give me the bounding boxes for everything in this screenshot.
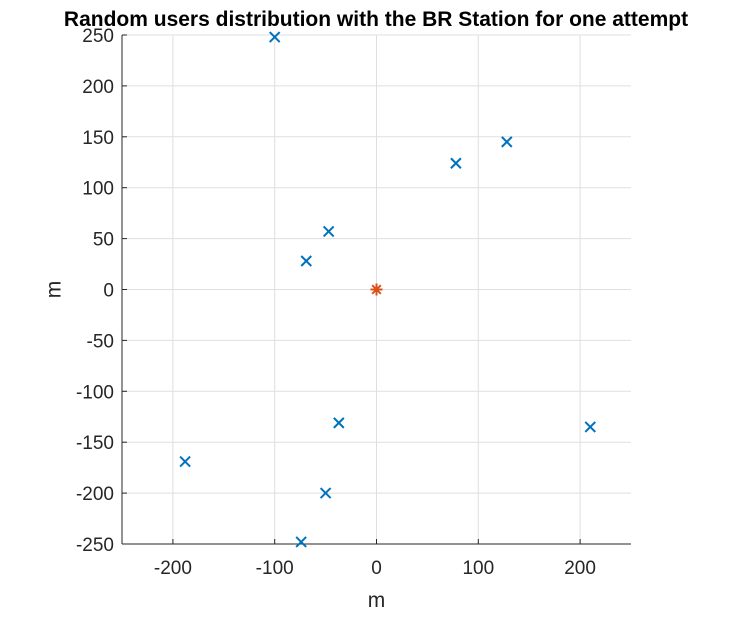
y-tick-label: 150 — [82, 128, 114, 149]
marker-stroke — [333, 417, 345, 429]
x-tick-label: -200 — [154, 558, 192, 579]
y-tick-label: -150 — [76, 433, 114, 454]
y-tick-label: -50 — [87, 331, 114, 352]
x-tick-label: 200 — [564, 558, 596, 579]
tick-labels: -200 -100 0 100 200 250 200 150 100 50 0 -50 -100 -15… — [76, 26, 596, 579]
marker-stroke — [300, 255, 312, 267]
y-tick-label: -250 — [76, 535, 114, 556]
user-point-marker — [319, 487, 332, 499]
y-tick-label: -100 — [76, 382, 114, 403]
station-point-marker — [370, 283, 383, 296]
y-tick-label: 0 — [103, 281, 114, 302]
user-point-marker — [333, 417, 345, 429]
marker-stroke — [501, 136, 513, 148]
data-markers — [179, 31, 596, 548]
x-tick-label: -100 — [256, 558, 294, 579]
y-tick-label: 200 — [82, 77, 114, 98]
marker-stroke — [450, 157, 462, 169]
marker-stroke — [268, 31, 281, 43]
marker-stroke — [179, 455, 191, 468]
user-point-marker — [584, 421, 596, 433]
y-tick-label: -200 — [76, 484, 114, 505]
user-point-marker — [179, 455, 191, 468]
y-tick-label: 100 — [82, 179, 114, 200]
marker-stroke — [584, 421, 596, 433]
user-point-marker — [501, 136, 513, 148]
grid — [122, 34, 631, 545]
marker-stroke — [319, 487, 332, 499]
user-point-marker — [322, 225, 335, 238]
user-point-marker — [450, 157, 462, 169]
y-tick-label: 250 — [82, 26, 114, 47]
marker-stroke — [295, 536, 307, 548]
y-axis-label: m — [43, 281, 66, 299]
axes — [121, 34, 631, 545]
user-point-marker — [300, 255, 312, 267]
marker-stroke — [322, 225, 335, 238]
user-point-marker — [268, 31, 281, 43]
x-tick-label: 100 — [462, 558, 494, 579]
y-tick-label: 50 — [93, 230, 114, 251]
user-point-marker — [295, 536, 307, 548]
chart-title: Random users distribution with the BR St… — [64, 8, 688, 31]
x-tick-label: 0 — [371, 558, 382, 579]
marker-stroke — [371, 284, 382, 295]
x-axis-label: m — [368, 589, 386, 612]
